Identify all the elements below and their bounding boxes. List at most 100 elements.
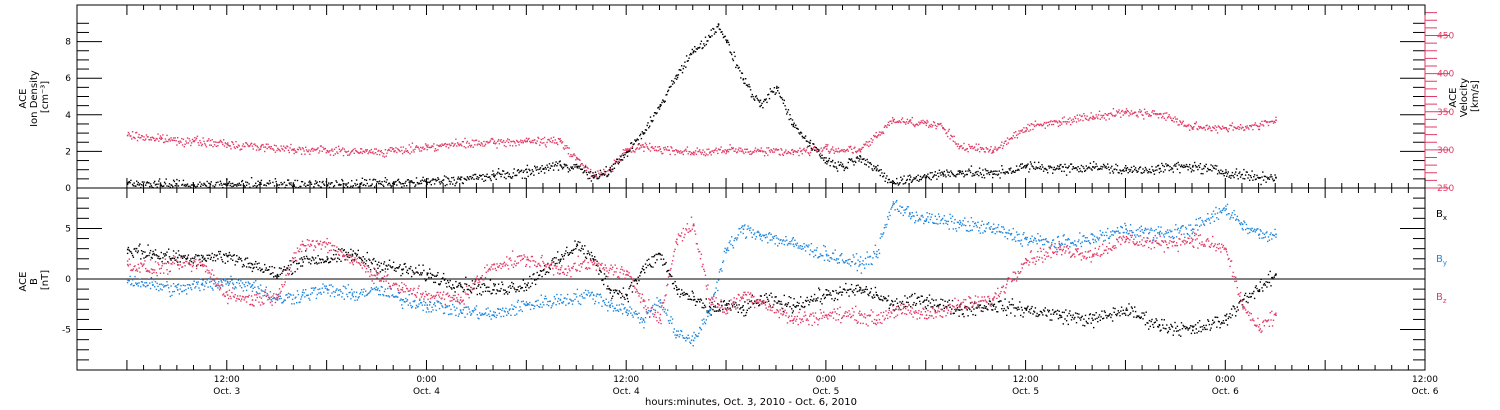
data-point — [915, 176, 918, 178]
data-point — [239, 285, 241, 287]
data-point — [841, 294, 843, 296]
data-point — [716, 310, 718, 312]
data-point — [1250, 295, 1252, 298]
data-point — [1253, 124, 1255, 126]
data-point — [383, 294, 385, 297]
data-point — [1252, 292, 1254, 295]
data-point — [1218, 171, 1220, 173]
data-point — [722, 308, 724, 311]
data-point — [966, 173, 968, 176]
data-point — [300, 185, 302, 188]
data-point — [377, 267, 379, 269]
data-point — [986, 148, 988, 150]
data-point — [1032, 313, 1034, 315]
data-point — [471, 139, 474, 141]
data-point — [208, 138, 210, 140]
data-point — [172, 257, 174, 259]
data-point — [498, 143, 501, 145]
data-point — [131, 131, 134, 133]
data-point — [942, 175, 945, 177]
data-point — [321, 150, 323, 152]
data-point — [181, 184, 183, 186]
data-point — [525, 137, 528, 139]
data-point — [848, 295, 850, 297]
data-point — [1232, 129, 1234, 131]
data-point — [920, 295, 922, 297]
data-point — [225, 184, 227, 186]
data-point — [270, 299, 272, 301]
data-point — [273, 185, 276, 187]
data-point — [290, 294, 292, 296]
data-point — [1272, 278, 1275, 280]
data-point — [527, 282, 529, 284]
data-point — [333, 295, 336, 298]
data-point — [751, 152, 753, 154]
data-point — [1011, 171, 1014, 173]
data-point — [378, 149, 380, 152]
data-point — [646, 124, 648, 127]
data-point — [826, 163, 828, 165]
data-point — [966, 148, 968, 150]
data-point — [575, 248, 577, 250]
bottom-panel-points — [126, 200, 1277, 347]
data-point — [157, 183, 159, 185]
data-point — [400, 146, 402, 148]
data-point — [233, 146, 235, 148]
data-point — [1225, 169, 1227, 171]
data-point — [396, 151, 398, 154]
data-point — [436, 144, 438, 146]
data-point — [212, 185, 214, 187]
data-point — [622, 303, 625, 306]
data-point — [655, 253, 657, 256]
data-point — [306, 150, 309, 153]
data-point — [745, 314, 747, 317]
data-point — [762, 151, 764, 153]
data-point — [764, 151, 767, 153]
data-point — [864, 163, 866, 165]
data-point — [469, 289, 471, 292]
data-point — [699, 46, 701, 49]
data-point — [1047, 125, 1049, 127]
data-point — [131, 183, 134, 186]
data-point — [789, 114, 791, 116]
data-point — [1022, 167, 1024, 169]
data-point — [706, 148, 708, 151]
data-point — [389, 147, 391, 149]
data-point — [517, 286, 519, 288]
data-point — [642, 146, 645, 148]
data-point — [979, 172, 982, 174]
data-point — [227, 260, 229, 263]
data-point — [958, 173, 960, 175]
data-point — [801, 153, 803, 155]
data-point — [619, 291, 621, 293]
data-point — [967, 151, 969, 153]
data-point — [733, 303, 735, 306]
data-point — [432, 274, 434, 276]
data-point — [403, 301, 405, 303]
data-point — [347, 251, 350, 254]
data-point — [1026, 307, 1028, 309]
data-point — [413, 182, 415, 184]
data-point — [378, 182, 380, 185]
data-point — [972, 147, 974, 150]
data-point — [1146, 111, 1148, 113]
data-point — [571, 155, 574, 157]
data-point — [410, 146, 412, 148]
data-point — [315, 261, 318, 264]
data-point — [218, 285, 221, 287]
data-point — [578, 302, 580, 305]
data-point — [623, 296, 625, 299]
data-point — [1219, 127, 1221, 129]
data-point — [131, 279, 134, 281]
data-point — [459, 178, 462, 181]
data-point — [264, 263, 266, 266]
data-point — [406, 269, 409, 271]
data-point — [658, 108, 661, 110]
data-point — [609, 306, 611, 308]
data-point — [1189, 129, 1191, 131]
data-point — [691, 290, 693, 292]
data-point — [717, 26, 719, 28]
data-point — [713, 28, 715, 30]
data-point — [1157, 113, 1159, 116]
data-point — [541, 306, 543, 308]
